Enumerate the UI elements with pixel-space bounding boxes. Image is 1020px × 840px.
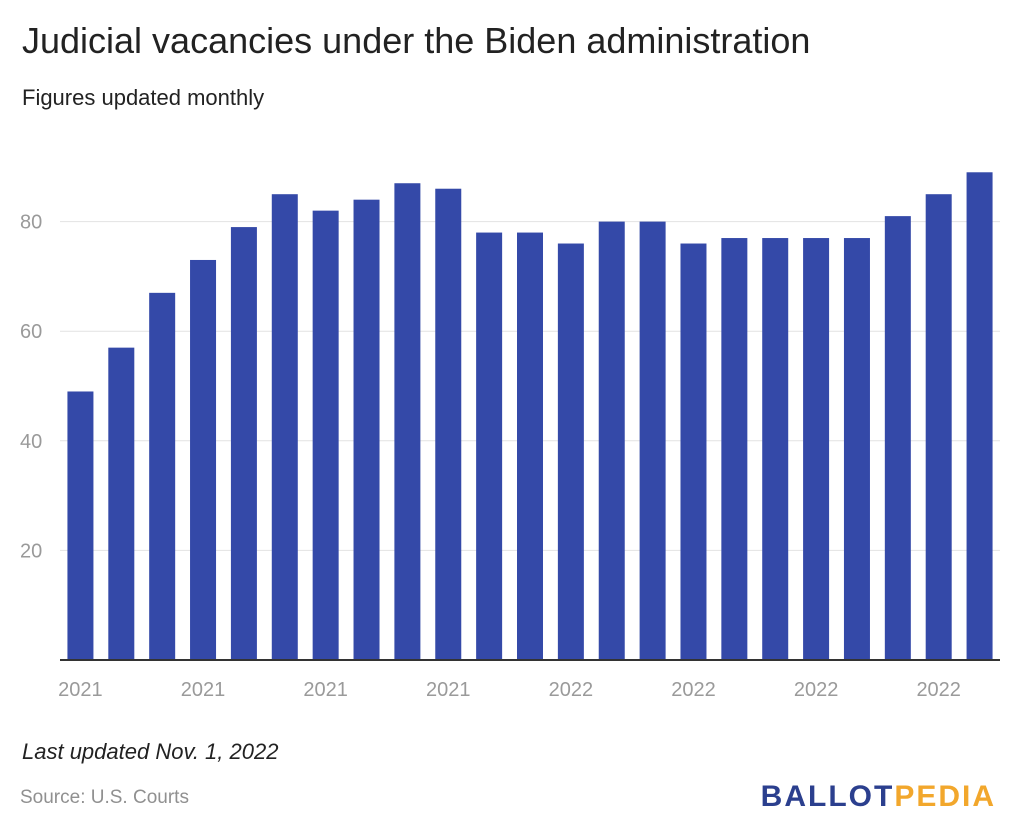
bar [230, 227, 257, 660]
bar [721, 238, 748, 660]
bar-chart: 20 40 60 80 2021 2021 2021 2021 2022 2022 2022 2022 [20, 172, 1000, 701]
bar [803, 238, 830, 660]
bar [149, 292, 176, 660]
x-tick-label: 2022 [549, 679, 594, 701]
bar [353, 199, 380, 660]
x-tick-label: 2022 [916, 679, 961, 701]
logo-pedia-text: PEDIA [894, 780, 996, 813]
y-tick-label: 40 [20, 431, 42, 453]
x-tick-label: 2021 [303, 679, 348, 701]
ballotpedia-logo: BALLOTPEDIA [761, 780, 996, 814]
y-tick-label: 20 [20, 540, 42, 562]
bar [925, 194, 952, 660]
bar [271, 194, 298, 660]
bar [884, 216, 911, 660]
bar [843, 238, 870, 660]
y-tick-label: 80 [20, 212, 42, 234]
logo-ballot-text: BALLOT [760, 780, 895, 813]
x-tick-label: 2021 [181, 679, 226, 701]
bar [639, 221, 666, 660]
bar [67, 391, 94, 660]
last-updated-note: Last updated Nov. 1, 2022 [22, 739, 279, 764]
bar [476, 232, 503, 660]
bar [557, 243, 584, 660]
bar [680, 243, 707, 660]
bar [762, 238, 789, 660]
bar [517, 232, 543, 660]
bar [312, 210, 339, 660]
chart-title: Judicial vacancies under the Biden admin… [22, 20, 811, 61]
bar [190, 259, 217, 660]
bar [966, 172, 993, 660]
bar [108, 347, 135, 660]
x-tick-label: 2022 [671, 679, 716, 701]
bar [394, 183, 421, 661]
bar [435, 188, 462, 660]
x-tick-label: 2022 [794, 679, 839, 701]
y-tick-label: 60 [20, 321, 42, 343]
chart-subtitle: Figures updated monthly [22, 85, 265, 110]
bar [598, 221, 625, 660]
x-tick-label: 2021 [426, 679, 471, 701]
source-label: Source: U.S. Courts [20, 787, 189, 808]
x-tick-label: 2021 [58, 679, 103, 701]
